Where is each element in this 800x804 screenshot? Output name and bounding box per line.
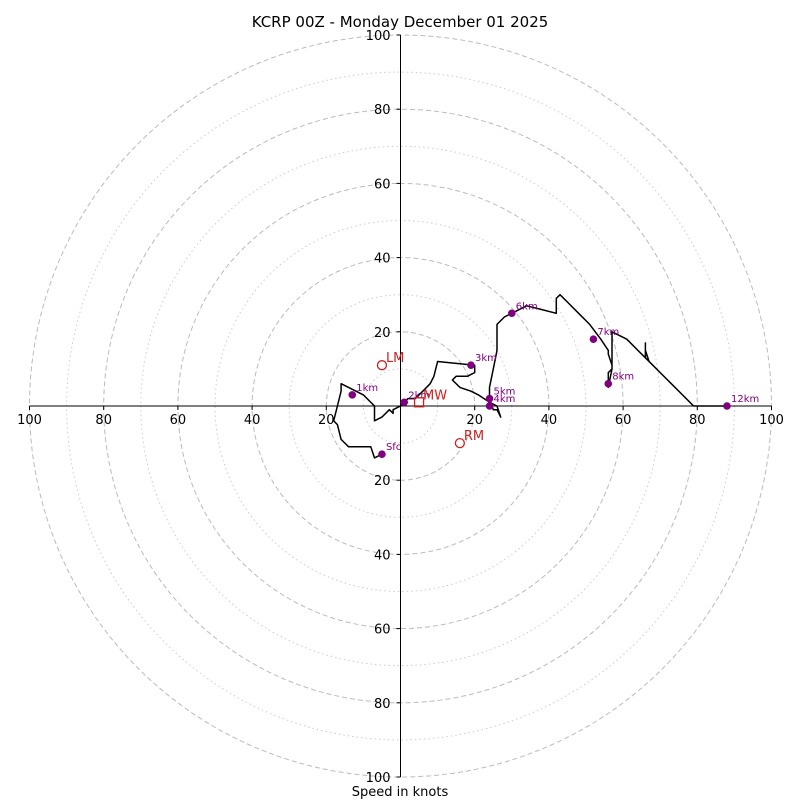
height-marker-label: 6km: [516, 301, 538, 312]
storm-motion-label: LM: [386, 351, 404, 366]
height-marker-4km: [485, 402, 494, 410]
y-tick-label: 100: [366, 29, 391, 44]
y-tick-label: 20: [374, 474, 391, 489]
height-marker-label: 5km: [494, 387, 516, 398]
x-tick-label: 20: [318, 413, 335, 428]
y-tick-label: 60: [374, 623, 391, 638]
tick-labels-layer: 100 80 60 40 20 20 40 60 80 100 100 80 60 40 20 20 40 60 8…: [17, 29, 784, 786]
height-marker-2km: [400, 398, 409, 407]
hodograph-trace: [332, 293, 727, 459]
height-marker-8km: [604, 379, 613, 388]
height-marker-12km: [723, 402, 731, 410]
y-tick-label: 40: [374, 252, 391, 267]
y-tick-label: 20: [374, 326, 391, 341]
height-marker-7km: [589, 335, 598, 344]
height-marker-3km: [467, 361, 475, 369]
x-tick-label: 40: [541, 413, 558, 428]
x-tick-label: 80: [689, 413, 706, 428]
x-tick-label: 100: [759, 413, 784, 428]
chart-title: KCRP 00Z - Monday December 01 2025: [252, 13, 549, 31]
storm-motion-label: RM: [464, 429, 484, 444]
y-tick-label: 60: [374, 177, 391, 192]
height-marker-label: 2km: [408, 390, 430, 401]
height-marker-label: Sfc: [386, 442, 401, 453]
x-tick-label: 60: [615, 413, 632, 428]
x-tick-label: 80: [95, 413, 112, 428]
height-marker-label: 1km: [356, 383, 378, 394]
x-tick-label: 60: [170, 413, 187, 428]
height-marker-label: 4km: [494, 394, 516, 405]
storm-motion-LM: [376, 360, 388, 371]
height-marker-label: 7km: [597, 327, 619, 338]
x-axis-label: Speed in knots: [352, 785, 449, 800]
height-marker-label: 3km: [475, 353, 497, 364]
storm-motion-MW: [413, 397, 425, 408]
height-marker-label: 8km: [612, 372, 634, 383]
x-tick-label: 20: [466, 413, 483, 428]
height-marker-6km: [508, 309, 516, 318]
storm-motion-RM: [454, 437, 466, 449]
height-marker-Sfc: [378, 450, 386, 459]
storm-motion-label: MW: [423, 388, 447, 403]
y-tick-label: 100: [366, 771, 391, 786]
trace-layer: [332, 293, 727, 459]
y-tick-label: 40: [374, 548, 391, 563]
storm-motions-layer: LM MW RM: [376, 351, 484, 449]
y-tick-label: 80: [374, 103, 391, 118]
height-marker-label: 12km: [731, 394, 759, 405]
y-tick-label: 80: [374, 697, 391, 712]
height-marker-5km: [485, 394, 494, 403]
height-marker-1km: [348, 391, 357, 399]
x-tick-label: 100: [17, 413, 42, 428]
x-tick-label: 40: [244, 413, 261, 428]
